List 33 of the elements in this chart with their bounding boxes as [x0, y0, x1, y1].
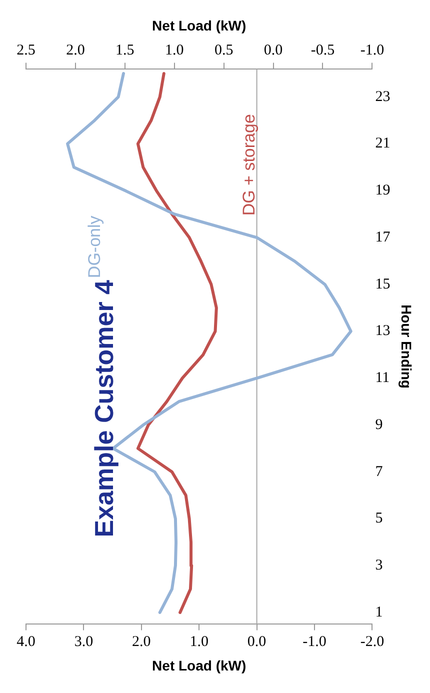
x-tick-label: 3.0 [74, 634, 94, 650]
x2-tick-label: -1.0 [360, 42, 384, 59]
x2-axis-title: Net Load (kW) [152, 17, 246, 34]
text: Example Customer 4 [88, 279, 119, 538]
y-tick-label: 19 [375, 182, 390, 199]
x-tick-label: -2.0 [360, 634, 384, 650]
x-tick-label: 1.0 [190, 634, 208, 650]
y-tick-label: 17 [375, 229, 391, 246]
x2-tick-label: 0.0 [264, 42, 283, 59]
x2-tick-label: -0.5 [310, 42, 335, 59]
x-tick-label: 4.0 [16, 634, 36, 650]
text: DG-only [84, 215, 104, 278]
text: DG + storage [240, 114, 259, 216]
x2-tick-label: 2.0 [66, 42, 85, 59]
y-tick-label: 7 [375, 464, 384, 480]
y-tick-label: 23 [375, 88, 390, 105]
y-tick-label: 15 [375, 276, 390, 292]
x2-tick-label: 2.5 [16, 42, 36, 59]
x-tick-label: 2.0 [132, 634, 151, 650]
y-tick-label: 3 [375, 558, 383, 574]
y-tick-label: 1 [375, 604, 383, 620]
x-tick-label: -1.0 [302, 634, 326, 650]
y-axis-title: Hour Ending [398, 304, 415, 388]
y-tick-label: 5 [375, 510, 383, 527]
y-tick-label: 13 [375, 323, 390, 340]
x2-tick-label: 1.0 [164, 42, 184, 59]
x-axis-title: Net Load (kW) [152, 657, 246, 674]
x2-tick-label: 1.5 [116, 42, 134, 59]
y-tick-label: 21 [375, 136, 390, 152]
y-tick-label: 9 [375, 416, 383, 433]
x2-tick-label: 0.5 [214, 42, 234, 59]
y-tick-label: 11 [375, 370, 390, 386]
x-tick-label: 0.0 [247, 634, 266, 650]
